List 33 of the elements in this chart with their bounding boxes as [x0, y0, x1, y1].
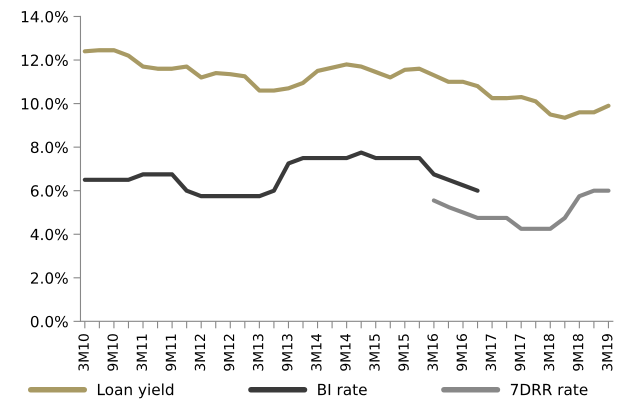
y-tick-label: 8.0%: [30, 142, 68, 154]
x-tick-label: 3M10: [78, 334, 89, 371]
x-tick-label: 3M13: [252, 334, 264, 371]
x-tick-label: 9M10: [107, 334, 118, 371]
x-tick-label: 9M12: [224, 334, 234, 371]
x-tick-label: 9M18: [572, 334, 584, 371]
line-series: [82, 150, 480, 198]
legend-label: 7DRR rate: [510, 384, 588, 396]
x-tick-label: 3M17: [486, 334, 496, 371]
x-tick-label: 9M17: [514, 334, 526, 371]
x-tick-label: 9M13: [282, 334, 292, 371]
y-tick-label: 4.0%: [30, 228, 68, 240]
legend-label: Loan yield: [98, 383, 174, 398]
x-tick-label: 3M12: [194, 334, 206, 371]
x-tick-label: 9M11: [166, 334, 176, 371]
x-tick-label: 9M16: [456, 334, 468, 371]
legend-label: BI rate: [318, 384, 367, 396]
y-tick-label: 2.0%: [30, 272, 68, 284]
x-tick-label: 3M19: [602, 334, 612, 371]
y-tick-label: 12.0%: [22, 54, 68, 66]
x-tick-label: 3M11: [136, 334, 148, 371]
line-series: [82, 48, 611, 120]
x-tick-label: 3M14: [311, 334, 322, 371]
x-tick-label: 9M14: [340, 334, 351, 371]
x-tick-label: 3M18: [544, 334, 554, 371]
x-tick-label: 3M15: [369, 334, 380, 371]
y-tick-label: 6.0%: [30, 185, 68, 197]
y-tick-label: 14.0%: [22, 10, 68, 22]
x-tick-label: 9M15: [398, 334, 409, 371]
y-tick-label: 0.0%: [30, 316, 68, 328]
x-tick-label: 3M16: [427, 334, 438, 371]
line-series: [432, 188, 611, 231]
y-tick-label: 10.0%: [22, 98, 68, 110]
